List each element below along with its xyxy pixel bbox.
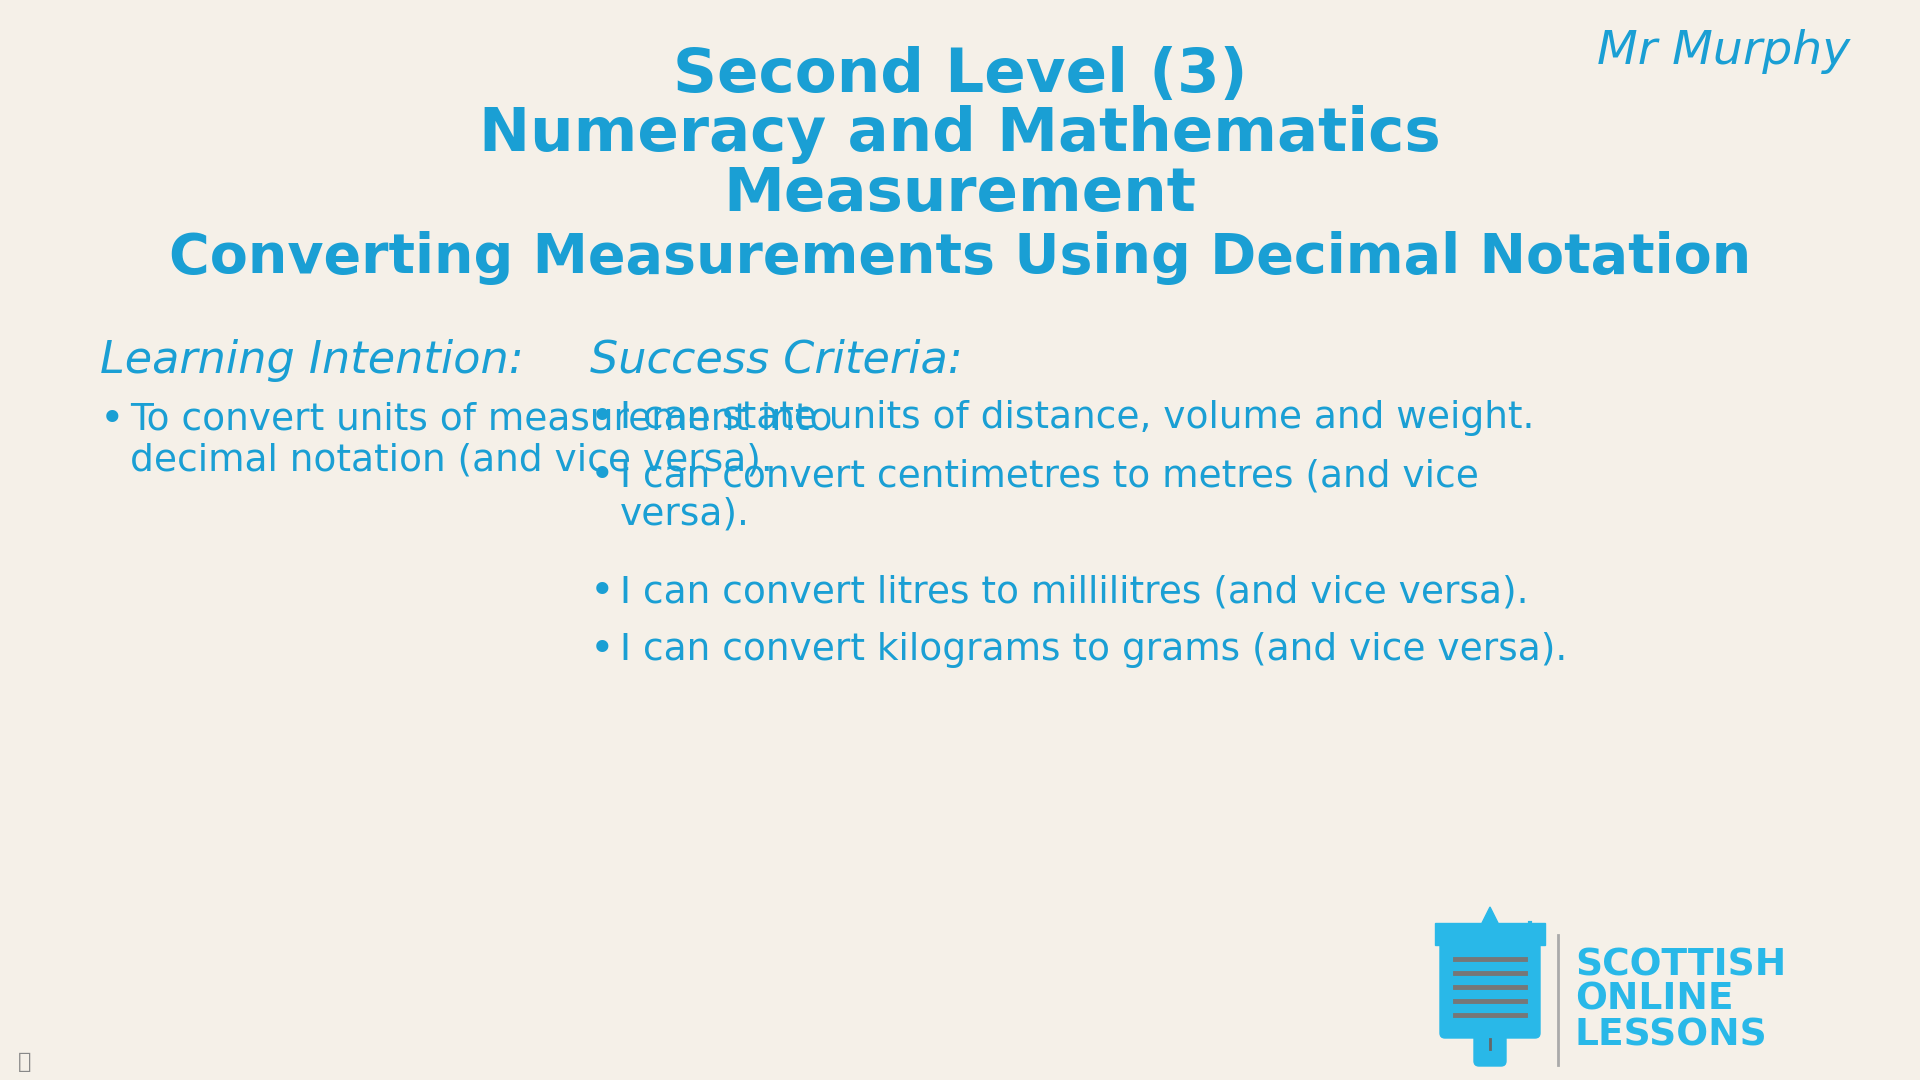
Text: •: • bbox=[100, 399, 125, 441]
Polygon shape bbox=[1482, 907, 1498, 923]
Text: LESSONS: LESSONS bbox=[1574, 1017, 1768, 1053]
Text: •: • bbox=[589, 629, 614, 671]
Text: Converting Measurements Using Decimal Notation: Converting Measurements Using Decimal No… bbox=[169, 231, 1751, 285]
Text: 🔈: 🔈 bbox=[17, 1052, 31, 1072]
Text: •: • bbox=[589, 397, 614, 438]
Text: To convert units of measurement into: To convert units of measurement into bbox=[131, 402, 833, 438]
FancyBboxPatch shape bbox=[1440, 940, 1540, 1038]
Text: •: • bbox=[589, 571, 614, 613]
Bar bbox=[1434, 923, 1546, 945]
Text: Measurement: Measurement bbox=[724, 165, 1196, 225]
Text: I can convert litres to millilitres (and vice versa).: I can convert litres to millilitres (and… bbox=[620, 573, 1528, 610]
Text: I can state units of distance, volume and weight.: I can state units of distance, volume an… bbox=[620, 400, 1534, 436]
Text: decimal notation (and vice versa).: decimal notation (and vice versa). bbox=[131, 442, 772, 478]
Text: I can convert centimetres to metres (and vice: I can convert centimetres to metres (and… bbox=[620, 458, 1478, 494]
Text: •: • bbox=[589, 455, 614, 497]
Text: ONLINE: ONLINE bbox=[1574, 982, 1734, 1018]
FancyBboxPatch shape bbox=[1475, 1030, 1505, 1066]
Text: I can convert kilograms to grams (and vice versa).: I can convert kilograms to grams (and vi… bbox=[620, 632, 1567, 669]
Text: Second Level (3): Second Level (3) bbox=[672, 45, 1248, 105]
Text: versa).: versa). bbox=[620, 496, 751, 532]
Text: Numeracy and Mathematics: Numeracy and Mathematics bbox=[480, 106, 1440, 164]
Text: Success Criteria:: Success Criteria: bbox=[589, 338, 962, 381]
Text: Learning Intention:: Learning Intention: bbox=[100, 338, 524, 381]
Text: SCOTTISH: SCOTTISH bbox=[1574, 947, 1786, 983]
Text: Mr Murphy: Mr Murphy bbox=[1597, 29, 1851, 75]
